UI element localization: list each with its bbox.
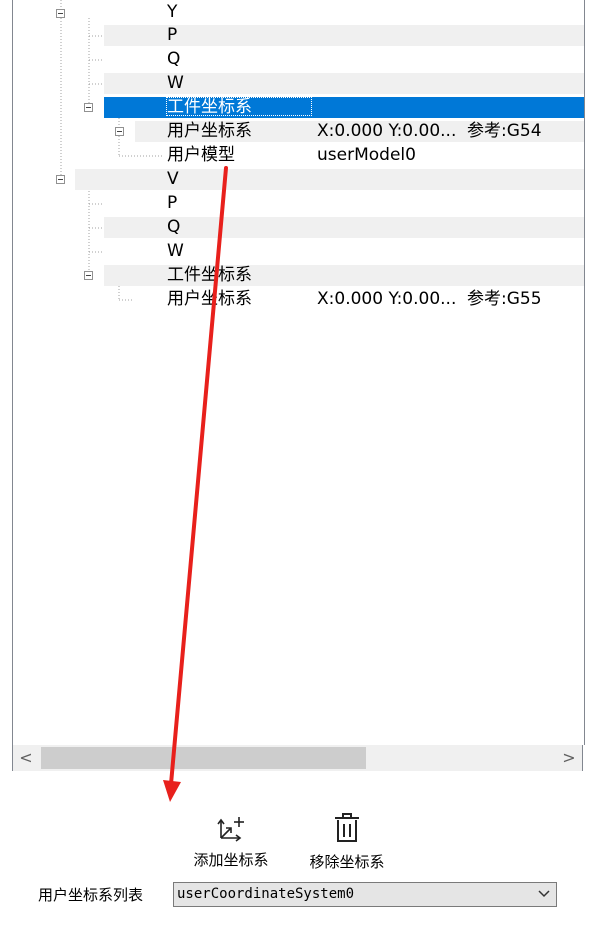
tree-row[interactable]: Y: [13, 1, 584, 23]
tree-label: Y: [167, 2, 177, 23]
add-coordinate-system-button[interactable]: 添加坐标系: [183, 812, 279, 872]
tree-row[interactable]: P: [13, 24, 584, 46]
chevron-right-icon: >: [562, 748, 575, 767]
tree-label: P: [167, 193, 177, 214]
tree-value: X:0.000 Y:0.00...: [317, 121, 456, 142]
horizontal-scrollbar[interactable]: < >: [12, 745, 583, 771]
tree-view[interactable]: Y P Q W 工件坐标系 用户坐标系 X:0.000 Y:0.00... 参考…: [12, 0, 585, 745]
coordinate-list-label: 用户坐标系列表: [38, 884, 143, 906]
remove-coordinate-system-button[interactable]: 移除坐标系: [299, 812, 395, 872]
tree-label: 用户坐标系: [167, 121, 252, 142]
tree-row[interactable]: V: [13, 168, 584, 190]
tree-row[interactable]: 工件坐标系: [13, 264, 584, 286]
collapse-icon[interactable]: [115, 127, 124, 136]
tree-label: 工件坐标系: [167, 97, 252, 118]
tree-row[interactable]: W: [13, 240, 584, 262]
chevron-down-icon: [538, 889, 550, 899]
add-button-label: 添加坐标系: [183, 850, 279, 870]
tree-row[interactable]: 用户坐标系 X:0.000 Y:0.00... 参考:G54: [13, 120, 584, 142]
tree-label: 工件坐标系: [167, 265, 252, 286]
add-axes-icon: [213, 812, 249, 842]
tree-row-selected[interactable]: 工件坐标系: [13, 96, 584, 118]
tree-label: V: [167, 169, 179, 190]
scroll-left-button[interactable]: <: [13, 745, 39, 771]
collapse-icon[interactable]: [84, 271, 93, 280]
tree-value: userModel0: [317, 145, 416, 166]
tree-label: 用户模型: [167, 145, 235, 166]
tree-row[interactable]: 用户坐标系 X:0.000 Y:0.00... 参考:G55: [13, 288, 584, 310]
tree-label: P: [167, 25, 177, 46]
collapse-icon[interactable]: [56, 9, 65, 18]
tree-label: 用户坐标系: [167, 289, 252, 310]
select-value: userCoordinateSystem0: [177, 883, 354, 906]
remove-button-label: 移除坐标系: [299, 852, 395, 872]
tree-row[interactable]: W: [13, 72, 584, 94]
chevron-left-icon: <: [19, 748, 32, 767]
tree-row[interactable]: 用户模型 userModel0: [13, 144, 584, 166]
tree-reference: 参考:G54: [467, 121, 542, 142]
tree-label: Q: [167, 217, 180, 238]
collapse-icon[interactable]: [84, 103, 93, 112]
tree-row[interactable]: P: [13, 192, 584, 214]
collapse-icon[interactable]: [56, 175, 65, 184]
tree-label: W: [167, 241, 184, 262]
trash-icon: [329, 812, 365, 844]
tree-row[interactable]: Q: [13, 216, 584, 238]
tree-label: W: [167, 73, 184, 94]
coordinate-system-select[interactable]: userCoordinateSystem0: [173, 882, 557, 907]
row-band: [75, 2, 584, 23]
scroll-right-button[interactable]: >: [556, 745, 582, 771]
tree-value: X:0.000 Y:0.00...: [317, 289, 456, 310]
row-band: [75, 169, 584, 190]
scroll-thumb[interactable]: [41, 747, 366, 769]
tree-row[interactable]: Q: [13, 48, 584, 70]
tree-label: Q: [167, 49, 180, 70]
tree-reference: 参考:G55: [467, 289, 542, 310]
